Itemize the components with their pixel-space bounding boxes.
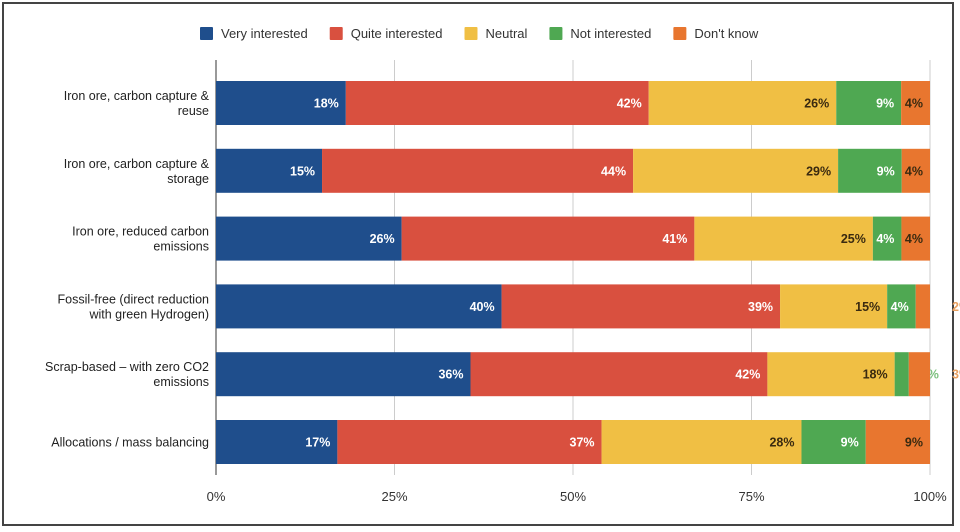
category-label: storage: [167, 172, 209, 186]
data-label: 4%: [905, 232, 923, 246]
data-label: 4%: [905, 97, 923, 111]
bar-segment: [872, 216, 902, 261]
bar-segment: [915, 284, 930, 329]
legend-label: Neutral: [486, 26, 528, 41]
bar-segment: [901, 216, 930, 261]
data-label: 28%: [769, 436, 794, 450]
data-label: 18%: [863, 368, 888, 382]
legend-swatch: [329, 27, 343, 40]
bar-segment: [901, 148, 930, 193]
category-label: Iron ore, carbon capture &: [64, 89, 210, 103]
category-label: Iron ore, carbon capture &: [64, 157, 210, 171]
category-label: Iron ore, reduced carbon: [72, 225, 209, 239]
bar-segment: [887, 284, 916, 329]
bar-segment: [216, 284, 502, 329]
data-label: 4%: [876, 232, 894, 246]
category-label: with green Hydrogen): [88, 307, 209, 321]
data-label: 9%: [877, 164, 895, 178]
bar-segment: [894, 352, 909, 397]
data-label: 41%: [662, 232, 687, 246]
chart-frame: [2, 2, 954, 526]
bar-segment: [838, 148, 902, 193]
x-tick-label: 25%: [381, 489, 407, 504]
category-label: reuse: [178, 104, 209, 118]
data-label: 15%: [855, 300, 880, 314]
bar-segment: [401, 216, 695, 261]
category-label: Allocations / mass balancing: [51, 436, 209, 450]
category-label: emissions: [153, 240, 209, 254]
bar-segment: [322, 148, 634, 193]
bar-segment: [601, 420, 802, 464]
data-label: 25%: [841, 232, 866, 246]
bar-segment: [216, 352, 471, 397]
data-label: 29%: [806, 164, 831, 178]
legend-label: Don't know: [694, 26, 759, 41]
legend-swatch: [549, 27, 563, 40]
data-label: 4%: [905, 164, 923, 178]
data-label: 18%: [314, 97, 339, 111]
legend-label: Very interested: [221, 26, 308, 41]
data-label: 39%: [748, 300, 773, 314]
bar-segment: [337, 420, 602, 464]
data-label: 9%: [841, 436, 859, 450]
data-label: 26%: [370, 232, 395, 246]
bar-segment: [216, 148, 323, 193]
category-label: Scrap-based – with zero CO2: [45, 360, 209, 374]
bar-segment: [470, 352, 768, 397]
bar-segment: [901, 81, 930, 125]
bar-segment: [345, 81, 649, 125]
data-label: 26%: [804, 97, 829, 111]
bar-segment: [216, 81, 346, 125]
legend-label: Not interested: [570, 26, 651, 41]
data-label: 9%: [876, 97, 894, 111]
data-label: 17%: [305, 436, 330, 450]
legend-swatch: [673, 27, 687, 40]
category-label: Fossil-free (direct reduction: [58, 292, 209, 306]
data-label: 15%: [290, 164, 315, 178]
bar-segment: [694, 216, 873, 261]
x-tick-label: 75%: [738, 489, 764, 504]
bar-segment: [216, 420, 338, 464]
bar-segment: [633, 148, 839, 193]
data-label: 4%: [891, 300, 909, 314]
x-tick-label: 50%: [560, 489, 586, 504]
bar-segment: [501, 284, 781, 329]
data-label: 44%: [601, 164, 626, 178]
data-label: 9%: [905, 436, 923, 450]
legend-swatch: [464, 27, 478, 40]
bar-segment: [908, 352, 930, 397]
bar-segment: [836, 81, 902, 125]
data-label: 36%: [438, 368, 463, 382]
legend-label: Quite interested: [351, 26, 443, 41]
data-label: 37%: [570, 436, 595, 450]
data-label: 40%: [470, 300, 495, 314]
category-label: emissions: [153, 375, 209, 389]
x-tick-label: 100%: [913, 489, 947, 504]
data-label: 2%: [952, 300, 960, 314]
legend-swatch: [200, 27, 213, 40]
data-label: 3%: [952, 368, 960, 382]
bar-segment: [780, 284, 888, 329]
bar-segment: [801, 420, 866, 464]
data-label: 42%: [735, 368, 760, 382]
bar-segment: [216, 216, 402, 261]
bar-segment: [648, 81, 837, 125]
bar-segment: [865, 420, 930, 464]
data-label: 42%: [617, 97, 642, 111]
x-tick-label: 0%: [207, 489, 226, 504]
bar-segment: [767, 352, 895, 397]
